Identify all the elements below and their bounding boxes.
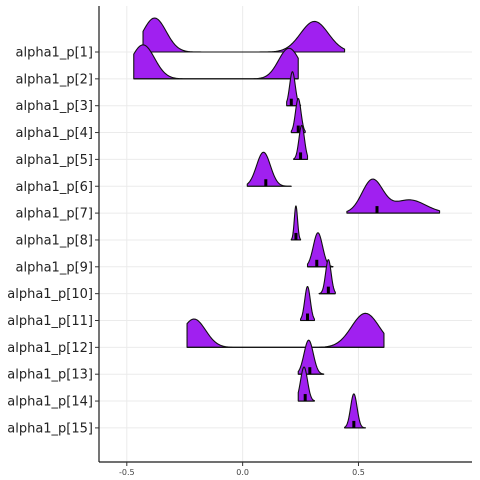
ridge-6 [246,151,292,187]
y-tick-label: alpha1_p[7] [16,207,93,222]
grid [99,6,472,462]
ridge-14 [297,366,316,402]
y-tick-label: alpha1_p[13] [7,368,93,383]
x-tick-label: 0.5 [352,468,365,477]
density-area [344,393,366,429]
y-tick-label: alpha1_p[5] [16,153,93,168]
y-tick-label: alpha1_p[1] [16,46,93,61]
density-area [290,98,306,134]
ridge-10 [318,259,336,295]
ridge-2 [133,44,299,80]
axes [98,6,472,463]
y-axis-labels: alpha1_p[1] alpha1_p[2] alpha1_p[3] alpha1_… [7,46,99,436]
ridge-13 [297,339,325,375]
density-area [300,285,316,322]
y-tick-label: alpha1_p[15] [7,421,93,436]
ridge-8 [290,205,302,241]
density-area [297,366,316,402]
x-axis-ticks: -0.5 0.0 0.5 [119,462,365,477]
y-tick-label: alpha1_p[10] [7,287,93,302]
ridge-1 [142,17,346,53]
y-tick-label: alpha1_p[3] [16,99,93,114]
y-tick-label: alpha1_p[4] [16,126,93,141]
y-tick-label: alpha1_p[8] [16,233,93,248]
density-area [318,259,336,295]
ridge-11 [300,285,316,322]
density-area [297,339,325,375]
x-tick-label: 0.0 [236,468,249,477]
ridge-12 [186,312,385,348]
y-tick-label: alpha1_p[6] [16,180,93,195]
x-tick-label: -0.5 [119,468,135,477]
density-area [293,124,309,160]
ridge-4 [290,98,306,134]
density-ridges [133,17,441,429]
density-area [186,312,385,348]
y-tick-label: alpha1_p[12] [7,341,93,356]
density-area [246,151,292,187]
density-area [142,17,346,53]
y-tick-label: alpha1_p[11] [7,314,93,329]
density-area [346,178,441,214]
ridge-5 [293,124,309,160]
density-area [290,205,302,241]
y-tick-label: alpha1_p[9] [16,260,93,275]
y-tick-label: alpha1_p[14] [7,395,93,410]
ridge-15 [344,393,366,429]
y-tick-label: alpha1_p[2] [16,72,93,87]
ridge-7 [346,178,441,214]
